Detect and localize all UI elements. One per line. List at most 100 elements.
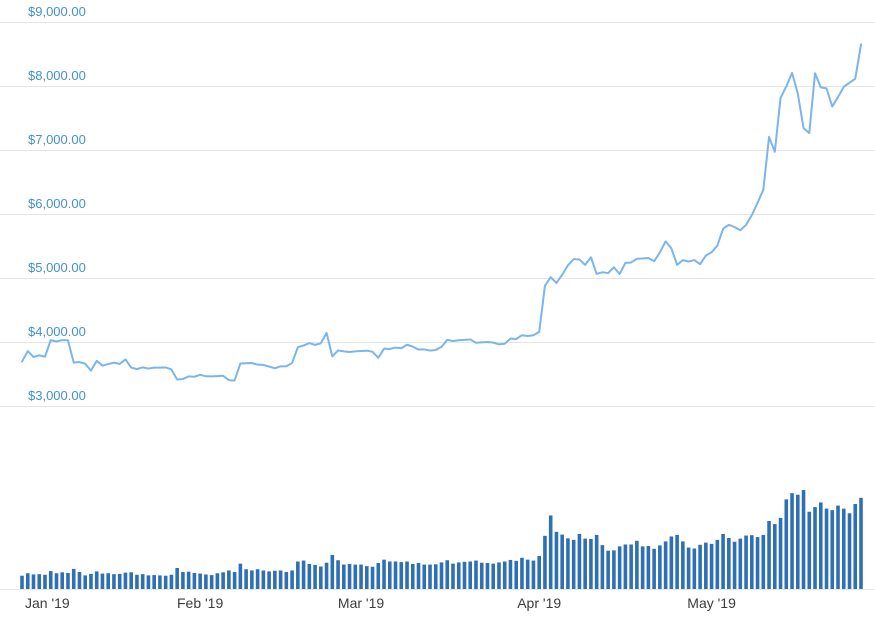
volume-bar xyxy=(795,494,800,589)
volume-bar xyxy=(209,575,214,589)
volume-bar xyxy=(629,544,633,589)
volume-bar xyxy=(750,535,754,589)
x-axis-label: Jan '19 xyxy=(25,595,70,611)
volume-bar xyxy=(456,562,461,589)
volume-bar xyxy=(227,570,231,589)
volume-bar xyxy=(169,574,174,589)
volume-bar xyxy=(784,499,789,589)
volume-bar xyxy=(663,541,668,589)
volume-bar xyxy=(715,539,720,589)
volume-bar xyxy=(54,573,59,589)
volume-bar xyxy=(117,573,122,589)
volume-bar xyxy=(692,548,697,589)
volume-bar xyxy=(261,570,266,589)
x-axis-label: May '19 xyxy=(687,595,736,611)
volume-bar xyxy=(686,547,691,589)
y-axis-label: $3,000.00 xyxy=(28,388,86,403)
volume-bar xyxy=(244,569,248,589)
volume-bar xyxy=(307,563,312,589)
volume-bar xyxy=(824,508,829,589)
volume-bar xyxy=(675,534,679,589)
volume-bar xyxy=(652,548,656,589)
volume-bar xyxy=(422,564,427,589)
volume-bar xyxy=(336,560,340,589)
volume-bar xyxy=(445,560,450,589)
volume-bar xyxy=(704,542,708,589)
volume-bar xyxy=(370,566,375,589)
volume-bar xyxy=(462,561,467,589)
x-axis-label: Mar '19 xyxy=(338,595,384,611)
volume-bar xyxy=(60,572,65,589)
volume-bar xyxy=(738,538,743,589)
price-line xyxy=(21,43,862,382)
volume-bar xyxy=(112,574,116,589)
volume-bar xyxy=(273,570,277,589)
volume-bar xyxy=(66,572,70,589)
volume-bar xyxy=(721,533,725,589)
volume-bar xyxy=(146,575,151,589)
volume-bar xyxy=(186,571,191,589)
y-axis-label: $6,000.00 xyxy=(28,196,86,211)
volume-bar xyxy=(428,564,432,589)
volume-bar xyxy=(497,562,501,589)
volume-bar xyxy=(382,559,386,589)
volume-bar xyxy=(594,534,599,589)
volume-bar xyxy=(158,575,162,589)
volume-bar xyxy=(330,555,335,589)
volume-bar xyxy=(140,574,145,589)
volume-bar xyxy=(364,566,369,589)
volume-bar xyxy=(410,563,415,589)
volume-bar xyxy=(525,559,530,589)
y-axis-label: $8,000.00 xyxy=(28,68,86,83)
volume-bar xyxy=(83,575,88,589)
volume-bar xyxy=(106,573,110,589)
volume-bar xyxy=(635,540,639,589)
volume-bar xyxy=(727,538,731,589)
volume-bar xyxy=(859,497,863,589)
volume-bar xyxy=(238,563,243,589)
volume-bar xyxy=(479,562,484,589)
volume-bar xyxy=(600,545,605,589)
volume-bar xyxy=(589,538,593,589)
volume-bar xyxy=(278,570,283,589)
volume-bar xyxy=(606,550,610,589)
volume-bar xyxy=(732,541,737,589)
volume-bar xyxy=(623,544,628,589)
volume-bar xyxy=(807,511,812,589)
volume-bar xyxy=(658,545,662,589)
volume-bar xyxy=(761,534,766,589)
volume-bar xyxy=(20,575,24,589)
volume-bar xyxy=(531,560,536,589)
x-axis-label: Feb '19 xyxy=(177,595,223,611)
volume-bar xyxy=(818,502,823,589)
volume-bar xyxy=(560,534,564,589)
volume-bar xyxy=(135,574,139,589)
volume-bar xyxy=(192,572,197,589)
volume-bar xyxy=(778,517,783,589)
volume-bar xyxy=(709,543,714,589)
volume-bar xyxy=(37,574,42,589)
volume-bar xyxy=(25,573,30,589)
volume-bar xyxy=(204,574,208,589)
volume-bar xyxy=(681,541,685,589)
volume-bar xyxy=(376,563,381,589)
volume-bar xyxy=(612,550,616,589)
volume-bar xyxy=(617,546,622,589)
volume-bar xyxy=(123,572,128,589)
y-axis-label: $9,000.00 xyxy=(28,4,86,19)
volume-bar xyxy=(163,575,168,589)
volume-bar xyxy=(405,561,409,589)
volume-bar xyxy=(646,546,651,589)
volume-bar xyxy=(198,573,202,589)
volume-bar xyxy=(353,564,358,589)
volume-bar xyxy=(89,573,93,589)
y-axis-label: $4,000.00 xyxy=(28,324,86,339)
volume-bar xyxy=(347,563,352,589)
volume-bar xyxy=(399,562,404,589)
volume-bar xyxy=(439,562,444,589)
volume-bar xyxy=(571,539,576,589)
volume-bar xyxy=(790,493,794,589)
volume-bar xyxy=(416,563,421,589)
